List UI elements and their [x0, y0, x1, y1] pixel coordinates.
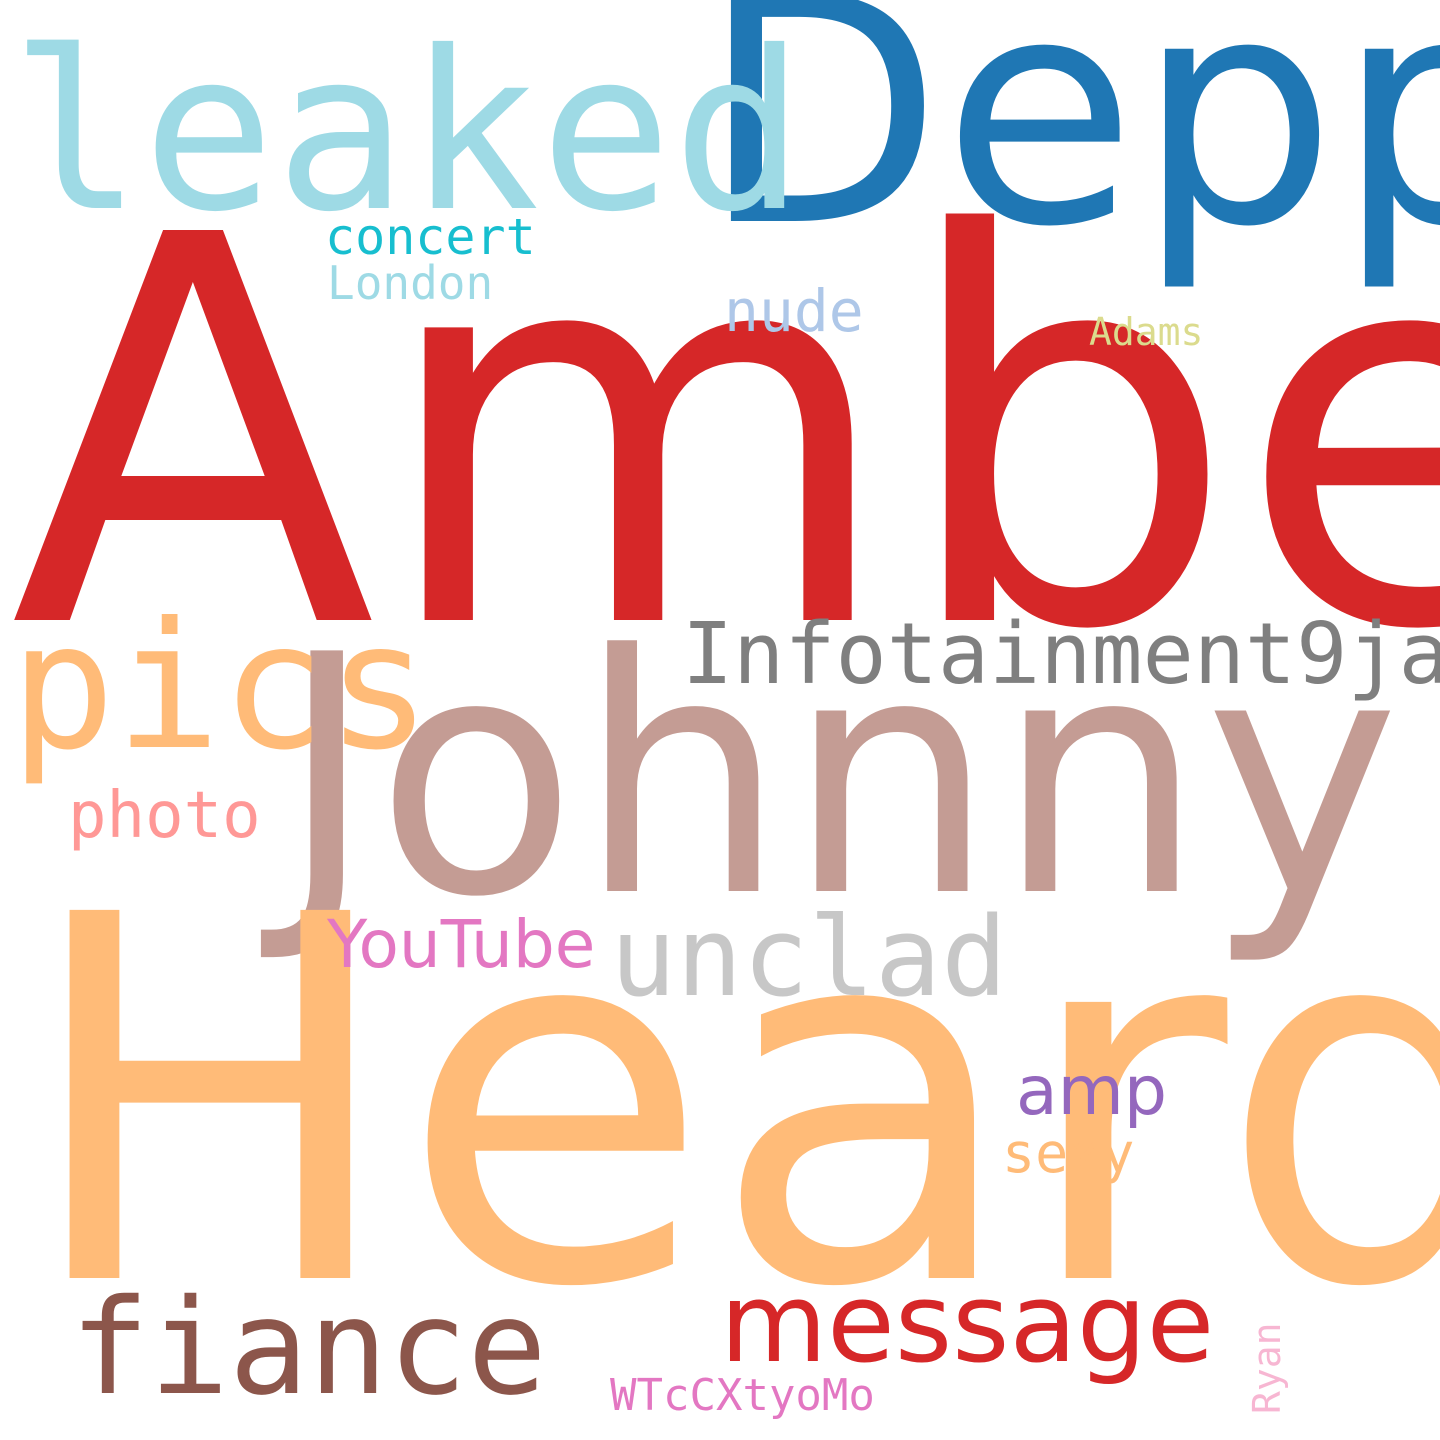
word-concert: concert — [325, 208, 536, 266]
word-unclad: unclad — [610, 893, 1008, 1021]
word-nude: nude — [724, 277, 864, 345]
word-infotainment9ja: Infotainment9ja — [682, 605, 1440, 704]
word-johnny: Johnny — [278, 585, 1400, 969]
word-youtube: YouTube — [327, 906, 596, 983]
word-heard: Heard — [20, 810, 1440, 1398]
word-london: London — [327, 256, 494, 310]
word-photo: photo — [68, 779, 261, 853]
word-leaked: leaked — [10, 4, 805, 260]
word-pics: pics — [10, 586, 432, 789]
word-ryan: Ryan — [1245, 1322, 1289, 1414]
word-amp: amp — [1016, 1052, 1168, 1131]
word-fiance: fiance — [70, 1271, 547, 1425]
word-amber: Amber — [10, 124, 1440, 747]
word-wtccxtyomo: WTcCXtyoMo — [610, 1370, 875, 1421]
word-depp: Depp — [700, 0, 1440, 296]
word-message: message — [720, 1259, 1215, 1387]
word-adams: Adams — [1089, 310, 1204, 354]
word-sexy: sexy — [1002, 1121, 1135, 1185]
